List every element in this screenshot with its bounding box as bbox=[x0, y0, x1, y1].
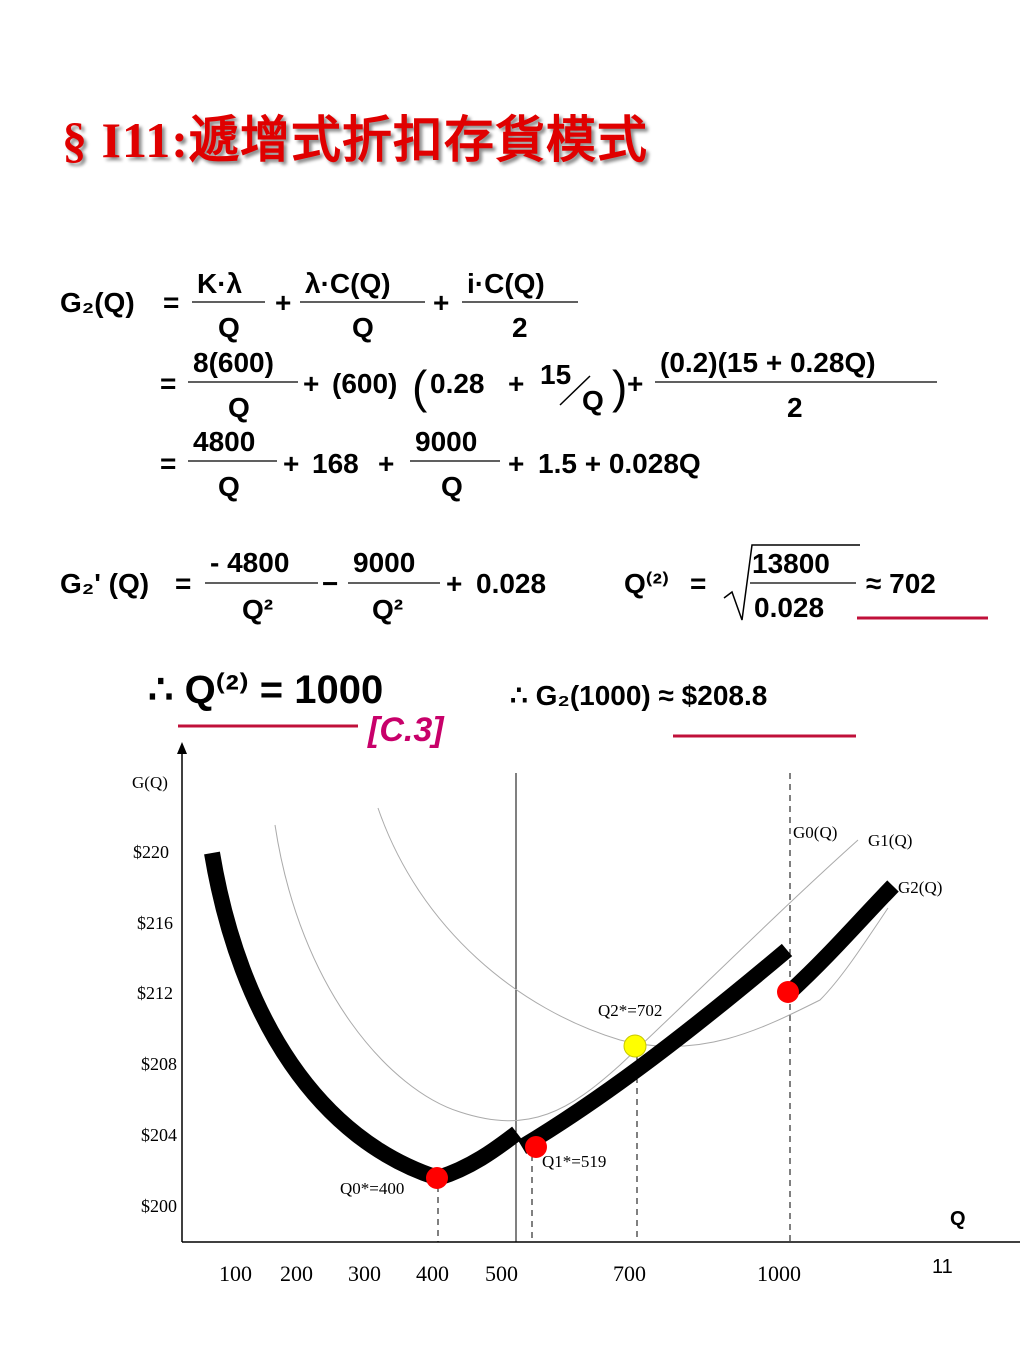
y-tick-212: $212 bbox=[137, 983, 173, 1003]
svg-text:=: = bbox=[690, 568, 706, 599]
deriv-tail: 0.028 bbox=[476, 568, 546, 599]
series-label-g2: G2(Q) bbox=[898, 878, 942, 897]
deriv-f1n: - 4800 bbox=[210, 547, 289, 578]
slide-title: § I11:遞增式折扣存貨模式 bbox=[62, 112, 648, 168]
x-axis-label: Q bbox=[950, 1208, 966, 1230]
g0-curve bbox=[274, 824, 859, 1122]
l2-mid-a: (600) bbox=[332, 368, 397, 399]
svg-text:=: = bbox=[160, 368, 176, 399]
l1-f1n: K·λ bbox=[197, 268, 243, 299]
point-q0 bbox=[426, 1167, 448, 1189]
l3-t2: 168 bbox=[312, 448, 359, 479]
l2-f3d: 2 bbox=[787, 392, 803, 423]
svg-text:(: ( bbox=[412, 361, 428, 413]
page-number: 11 bbox=[932, 1256, 953, 1278]
l3-f2n: 9000 bbox=[415, 426, 477, 457]
point-q1000 bbox=[777, 981, 799, 1003]
label-q1: Q1*=519 bbox=[542, 1152, 606, 1171]
series-label-g1: G1(Q) bbox=[868, 831, 912, 850]
l1-f2d: Q bbox=[352, 312, 374, 343]
x-tick-700: 700 bbox=[613, 1261, 646, 1286]
label-q0: Q0*=400 bbox=[340, 1179, 404, 1198]
l3-tail: 1.5 + 0.028Q bbox=[538, 448, 701, 479]
svg-text:=: = bbox=[160, 448, 176, 479]
conclusion-q: ∴ Q⁽²⁾ = 1000 bbox=[148, 668, 383, 712]
qstar-label: Q⁽²⁾ bbox=[624, 568, 669, 599]
l1-f1d: Q bbox=[218, 312, 240, 343]
l2-mid-d: Q bbox=[582, 385, 604, 416]
deriv-f1d: Q² bbox=[242, 594, 273, 625]
note-label: [C.3] bbox=[367, 711, 445, 749]
y-tick-200: $200 bbox=[141, 1196, 177, 1216]
y-tick-208: $208 bbox=[141, 1054, 177, 1074]
conclusion-g: ∴ G₂(1000) ≈ $208.8 bbox=[510, 680, 767, 711]
l2-mid-b: 0.28 bbox=[430, 368, 485, 399]
x-tick-300: 300 bbox=[348, 1261, 381, 1286]
svg-text:=: = bbox=[163, 287, 179, 318]
deriv-label: G₂' (Q) bbox=[60, 568, 149, 599]
l1-f3n: i·C(Q) bbox=[467, 268, 545, 299]
svg-text:+: + bbox=[508, 368, 524, 399]
svg-text:): ) bbox=[612, 361, 627, 413]
l3-f2d: Q bbox=[441, 471, 463, 502]
y-tick-220: $220 bbox=[133, 842, 169, 862]
qstar-approx: ≈ 702 bbox=[866, 568, 936, 599]
y-tick-216: $216 bbox=[137, 913, 173, 933]
l2-mid-c: 15 bbox=[540, 359, 571, 390]
g2-segment-2 bbox=[517, 943, 793, 1154]
qstar-num: 13800 bbox=[752, 548, 830, 579]
series-label-g0: G0(Q) bbox=[793, 823, 837, 842]
svg-text:+: + bbox=[446, 568, 462, 599]
svg-text:+: + bbox=[378, 448, 394, 479]
deriv-f2d: Q² bbox=[372, 594, 403, 625]
g2-segment-1 bbox=[204, 851, 522, 1187]
l2-f1d: Q bbox=[228, 392, 250, 423]
svg-text:+: + bbox=[508, 448, 524, 479]
svg-text:+: + bbox=[283, 448, 299, 479]
x-tick-200: 200 bbox=[280, 1261, 313, 1286]
g2-label: G₂(Q) bbox=[60, 287, 135, 318]
svg-text:+: + bbox=[303, 368, 319, 399]
formula-block: G₂(Q) = K·λ Q + λ·C(Q) Q + i·C(Q) 2 = 8(… bbox=[60, 268, 988, 749]
qstar-den: 0.028 bbox=[754, 592, 824, 623]
y-axis-label: G(Q) bbox=[132, 773, 168, 792]
l1-f2n: λ·C(Q) bbox=[305, 268, 391, 299]
x-tick-500: 500 bbox=[485, 1261, 518, 1286]
point-q2 bbox=[623, 1034, 647, 1058]
x-tick-400: 400 bbox=[416, 1261, 449, 1286]
l3-f1n: 4800 bbox=[193, 426, 255, 457]
svg-text:+: + bbox=[275, 287, 291, 318]
x-tick-1000: 1000 bbox=[757, 1261, 801, 1286]
g2-segment-3 bbox=[784, 880, 899, 998]
l2-f3n: (0.2)(15 + 0.28Q) bbox=[660, 347, 876, 378]
svg-text:=: = bbox=[175, 568, 191, 599]
l1-f3d: 2 bbox=[512, 312, 528, 343]
y-tick-204: $204 bbox=[141, 1125, 177, 1145]
svg-text:+: + bbox=[627, 368, 643, 399]
svg-text:−: − bbox=[322, 568, 338, 599]
deriv-f2n: 9000 bbox=[353, 547, 415, 578]
l2-f1n: 8(600) bbox=[193, 347, 274, 378]
label-q2: Q2*=702 bbox=[598, 1001, 662, 1020]
l3-f1d: Q bbox=[218, 471, 240, 502]
x-tick-100: 100 bbox=[219, 1261, 252, 1286]
svg-text:+: + bbox=[433, 287, 449, 318]
point-q1 bbox=[525, 1136, 547, 1158]
